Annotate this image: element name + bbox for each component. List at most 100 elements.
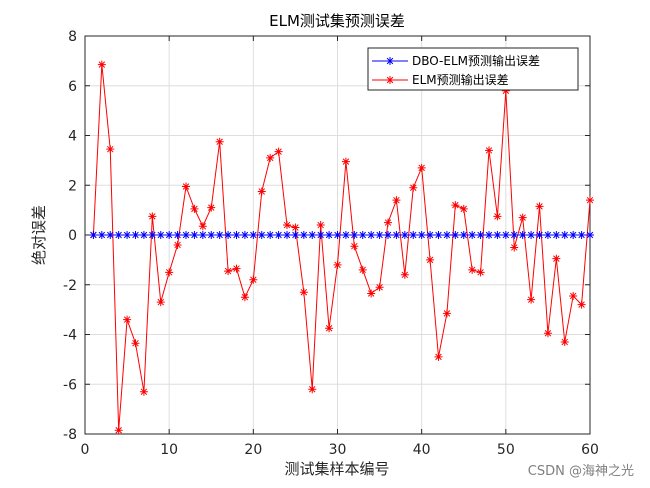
data-point — [569, 291, 578, 300]
data-point — [173, 240, 182, 249]
data-point — [190, 204, 199, 213]
legend-entry: ELM预测输出误差 — [412, 72, 509, 87]
x-axis-label: 测试集样本编号 — [284, 460, 389, 478]
data-point — [156, 231, 165, 239]
series-elm — [89, 60, 594, 435]
data-point — [375, 283, 384, 292]
data-point — [493, 231, 502, 239]
x-tick-label: 20 — [244, 442, 262, 458]
x-tick-label: 30 — [329, 442, 347, 458]
data-point — [552, 231, 561, 239]
x-tick-label: 0 — [81, 442, 90, 458]
data-point — [350, 242, 359, 251]
data-point — [392, 231, 401, 239]
legend: DBO-ELM预测输出误差 ELM预测输出误差 — [367, 47, 579, 91]
data-point — [325, 324, 334, 333]
data-point — [198, 231, 207, 239]
data-point — [207, 203, 216, 212]
data-point — [341, 231, 350, 239]
y-tick-label: 2 — [68, 178, 77, 194]
x-tick-label: 50 — [497, 442, 515, 458]
data-point — [485, 231, 493, 239]
data-point — [182, 231, 190, 239]
data-point — [308, 231, 317, 239]
data-point — [249, 231, 258, 239]
data-point — [426, 255, 435, 264]
data-point — [535, 202, 544, 211]
data-point — [224, 231, 233, 239]
data-point — [165, 268, 174, 277]
data-point — [459, 204, 468, 213]
data-point — [156, 298, 165, 307]
y-tick-label: 6 — [68, 79, 77, 95]
data-point — [569, 231, 578, 239]
data-point — [274, 231, 283, 239]
data-point — [89, 231, 98, 239]
y-axis-label: 绝对误差 — [30, 205, 48, 265]
data-point — [485, 146, 493, 155]
data-point — [148, 212, 157, 221]
data-point — [468, 265, 477, 274]
y-tick-label: -4 — [63, 328, 77, 344]
data-point — [367, 231, 376, 239]
data-point — [577, 231, 586, 239]
data-point — [131, 339, 140, 348]
y-tick-label: 8 — [68, 29, 77, 45]
data-point — [350, 231, 359, 239]
data-point — [434, 231, 443, 239]
chart-title: ELM测试集预测误差 — [269, 12, 405, 30]
data-point — [518, 213, 527, 222]
data-point — [400, 231, 409, 239]
data-point — [325, 231, 334, 239]
data-point — [375, 231, 384, 239]
legend-box — [367, 47, 579, 91]
data-point — [148, 231, 157, 239]
data-point — [501, 86, 510, 95]
data-point — [257, 231, 266, 239]
data-point — [97, 60, 106, 69]
data-point — [451, 231, 460, 239]
data-point — [316, 221, 325, 230]
x-tick-label: 60 — [581, 442, 599, 458]
data-point — [316, 231, 325, 239]
data-point — [257, 187, 266, 196]
data-point — [543, 329, 552, 338]
data-point — [114, 426, 123, 435]
data-point — [249, 275, 258, 284]
y-tick-label: 4 — [68, 129, 77, 145]
data-point — [409, 183, 418, 192]
data-point — [586, 231, 594, 239]
data-point — [106, 231, 115, 239]
data-point — [274, 147, 283, 156]
y-axis: -8 -6 -4 -2 0 2 4 6 8 — [63, 29, 590, 443]
data-point — [384, 218, 392, 227]
data-point — [543, 231, 552, 239]
data-point — [434, 352, 443, 361]
data-point — [123, 231, 132, 239]
data-point — [190, 231, 199, 239]
watermark: CSDN @海神之光 — [528, 464, 634, 479]
data-point — [97, 231, 106, 239]
data-point — [535, 231, 544, 239]
data-point — [417, 231, 426, 239]
data-point — [510, 243, 519, 252]
data-point — [586, 196, 594, 205]
data-point — [283, 221, 291, 230]
data-point — [299, 288, 308, 297]
data-point — [266, 153, 275, 162]
data-point — [232, 264, 241, 273]
data-point — [341, 157, 350, 166]
data-point — [291, 231, 300, 239]
legend-entry: DBO-ELM预测输出误差 — [412, 53, 540, 68]
x-axis: 0 10 20 30 40 50 60 — [81, 36, 599, 458]
data-point — [409, 231, 418, 239]
data-point — [358, 231, 367, 239]
data-point — [367, 289, 376, 298]
series-line — [92, 64, 591, 431]
data-point — [207, 231, 216, 239]
series-dbo-elm — [89, 231, 594, 239]
legend-marker — [386, 76, 394, 84]
data-point — [358, 265, 367, 274]
data-point — [384, 231, 392, 239]
